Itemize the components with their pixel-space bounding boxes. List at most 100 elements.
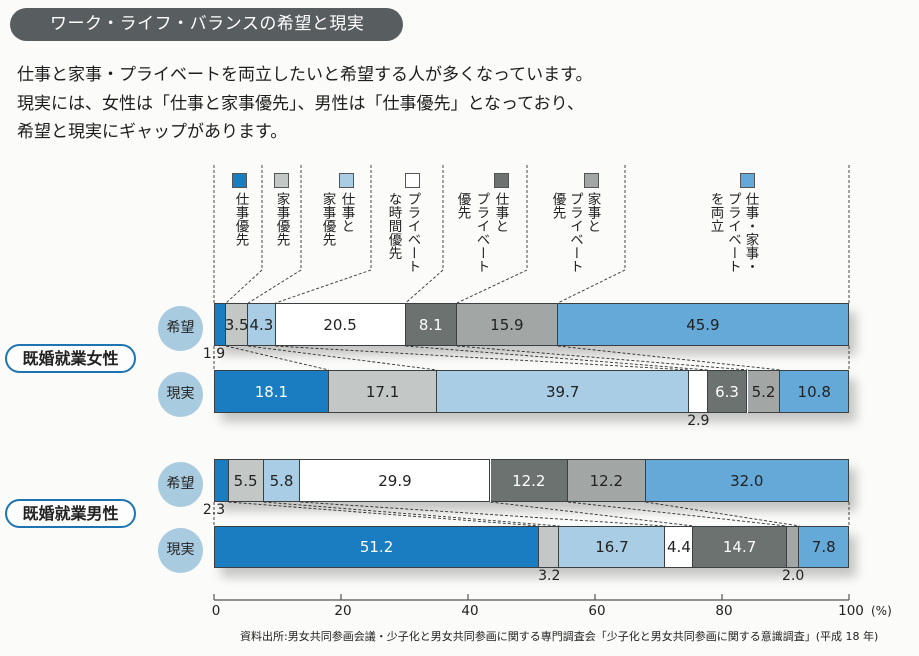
data-label: 3.2 bbox=[538, 568, 561, 584]
legend-label: 仕事と 家事優先 bbox=[319, 192, 355, 246]
bar-segment: 3.5 bbox=[224, 303, 249, 346]
bar-women-hope: 3.5 4.3 20.5 8.1 15.9 45.9 bbox=[214, 303, 849, 346]
x-tick-label: 0 bbox=[211, 603, 221, 619]
legend-leader-line bbox=[225, 269, 263, 304]
legend-leader-line bbox=[275, 269, 372, 304]
intro-line: 仕事と家事・プライベートを両立したいと希望する人が多くなっています。 bbox=[17, 65, 593, 85]
group-label-men: 既婚就業男性 bbox=[5, 499, 136, 528]
legend-label: 仕事・家事・ プライベート を両立 bbox=[707, 192, 759, 273]
bar-segment: 20.5 bbox=[275, 303, 406, 346]
bar-segment: 18.1 bbox=[214, 370, 329, 413]
hope-reality-connector bbox=[557, 345, 781, 371]
data-label: 5.2 bbox=[751, 382, 776, 401]
bar-segment: 16.7 bbox=[559, 526, 666, 568]
row-label-hope: 希望 bbox=[158, 462, 203, 507]
hope-reality-connector bbox=[248, 345, 438, 371]
data-label: 51.2 bbox=[359, 538, 394, 556]
data-label: 4.3 bbox=[249, 315, 274, 334]
legend-swatch bbox=[740, 173, 755, 188]
hope-reality-connector bbox=[456, 345, 748, 371]
bar-segment: 4.3 bbox=[248, 303, 276, 346]
data-label: 15.9 bbox=[490, 315, 524, 334]
bar-segment: 7.8 bbox=[799, 526, 849, 568]
bar-segment: 14.7 bbox=[693, 526, 787, 568]
data-label: 6.3 bbox=[715, 382, 739, 401]
data-label: 8.1 bbox=[418, 315, 443, 334]
legend-label: 仕事優先 bbox=[232, 192, 249, 246]
legend-leader-line bbox=[248, 269, 302, 304]
bar-men-hope: 5.5 5.8 29.9 12.2 12.2 32.0 bbox=[214, 459, 849, 502]
x-tick-label: 80 bbox=[715, 603, 733, 619]
legend-label: 家事と プライベート 優先 bbox=[549, 192, 601, 273]
data-label: 20.5 bbox=[323, 315, 357, 334]
data-label: 29.9 bbox=[378, 471, 412, 490]
data-label: 12.2 bbox=[512, 471, 546, 490]
data-label: 3.5 bbox=[224, 315, 249, 334]
hope-reality-connector bbox=[490, 501, 694, 527]
hope-reality-connector bbox=[567, 501, 787, 527]
data-label: 2.0 bbox=[781, 568, 805, 584]
bar-segment: 5.2 bbox=[747, 370, 781, 413]
data-label: 7.8 bbox=[811, 538, 836, 556]
hope-reality-connector bbox=[225, 345, 329, 371]
legend-swatch bbox=[405, 173, 420, 188]
bar-segment: 12.2 bbox=[568, 459, 646, 502]
legend-leader-line bbox=[456, 269, 528, 304]
bar-segment: 45.9 bbox=[557, 303, 849, 346]
x-tick-label: 40 bbox=[461, 603, 479, 619]
bar-segment: 17.1 bbox=[328, 370, 438, 413]
data-label: 18.1 bbox=[254, 382, 289, 401]
bar-segment: 29.9 bbox=[300, 459, 491, 502]
bar-segment: 15.9 bbox=[456, 303, 558, 346]
legend-label: 仕事と プライベート 優先 bbox=[454, 192, 509, 273]
data-label: 5.8 bbox=[269, 471, 294, 490]
legend-swatch bbox=[584, 173, 599, 188]
bar-men-reality: 51.2 16.7 4.4 14.7 7.8 bbox=[214, 526, 849, 568]
data-label: 14.7 bbox=[722, 538, 757, 556]
data-label: 1.9 bbox=[202, 346, 226, 362]
bar-segment: 4.4 bbox=[665, 526, 694, 568]
group-label-women: 既婚就業女性 bbox=[5, 344, 136, 373]
data-label: 12.2 bbox=[589, 471, 624, 490]
hope-reality-connector bbox=[645, 501, 800, 527]
data-label: 32.0 bbox=[730, 471, 764, 490]
row-label-reality: 現実 bbox=[158, 528, 203, 573]
row-label-hope: 希望 bbox=[158, 306, 203, 351]
x-tick-label: 60 bbox=[588, 603, 606, 619]
hope-reality-connector bbox=[263, 501, 560, 527]
data-label: 10.8 bbox=[797, 382, 831, 401]
legend-swatch bbox=[494, 173, 509, 188]
data-label: 4.4 bbox=[667, 538, 691, 556]
legend-swatch bbox=[274, 173, 289, 188]
source-note: 資料出所:男女共同参画会議・少子化と男女共同参画に関する専門調査会「少子化と男女… bbox=[240, 630, 879, 643]
bar-segment: 39.7 bbox=[437, 370, 690, 413]
bar-segment: 8.1 bbox=[405, 303, 457, 346]
hope-reality-connector bbox=[275, 345, 690, 371]
data-label: 5.5 bbox=[233, 471, 258, 490]
legend-label: プライベート な時間優先 bbox=[385, 192, 421, 273]
bar-segment bbox=[689, 370, 708, 413]
bar-women-reality: 18.1 17.1 39.7 6.3 5.2 10.8 bbox=[214, 370, 849, 413]
bar-segment bbox=[786, 526, 800, 568]
legend-leader-line bbox=[405, 269, 444, 304]
bar-segment: 32.0 bbox=[645, 459, 849, 502]
hope-reality-connector bbox=[300, 501, 666, 527]
legend-swatch bbox=[232, 173, 247, 188]
intro-text: 仕事と家事・プライベートを両立したいと希望する人が多くなっています。 現実には、… bbox=[17, 61, 592, 147]
data-label: 39.7 bbox=[545, 382, 580, 401]
x-tick-label: 20 bbox=[334, 603, 352, 619]
data-label: 16.7 bbox=[595, 538, 629, 556]
section-title: ワーク・ライフ・バランスの希望と現実 bbox=[10, 8, 403, 41]
bar-segment bbox=[539, 526, 560, 568]
data-label: 17.1 bbox=[365, 382, 400, 401]
data-label: 45.9 bbox=[686, 315, 720, 334]
bar-segment: 12.2 bbox=[490, 459, 569, 502]
data-label: 2.9 bbox=[687, 413, 710, 429]
legend-label: 家事優先 bbox=[273, 192, 290, 246]
legend-leader-line bbox=[557, 269, 626, 304]
bar-segment bbox=[214, 459, 229, 502]
bar-segment: 6.3 bbox=[707, 370, 748, 413]
hope-reality-connector bbox=[405, 345, 708, 371]
bar-segment: 51.2 bbox=[214, 526, 540, 568]
bar-segment bbox=[214, 303, 227, 346]
